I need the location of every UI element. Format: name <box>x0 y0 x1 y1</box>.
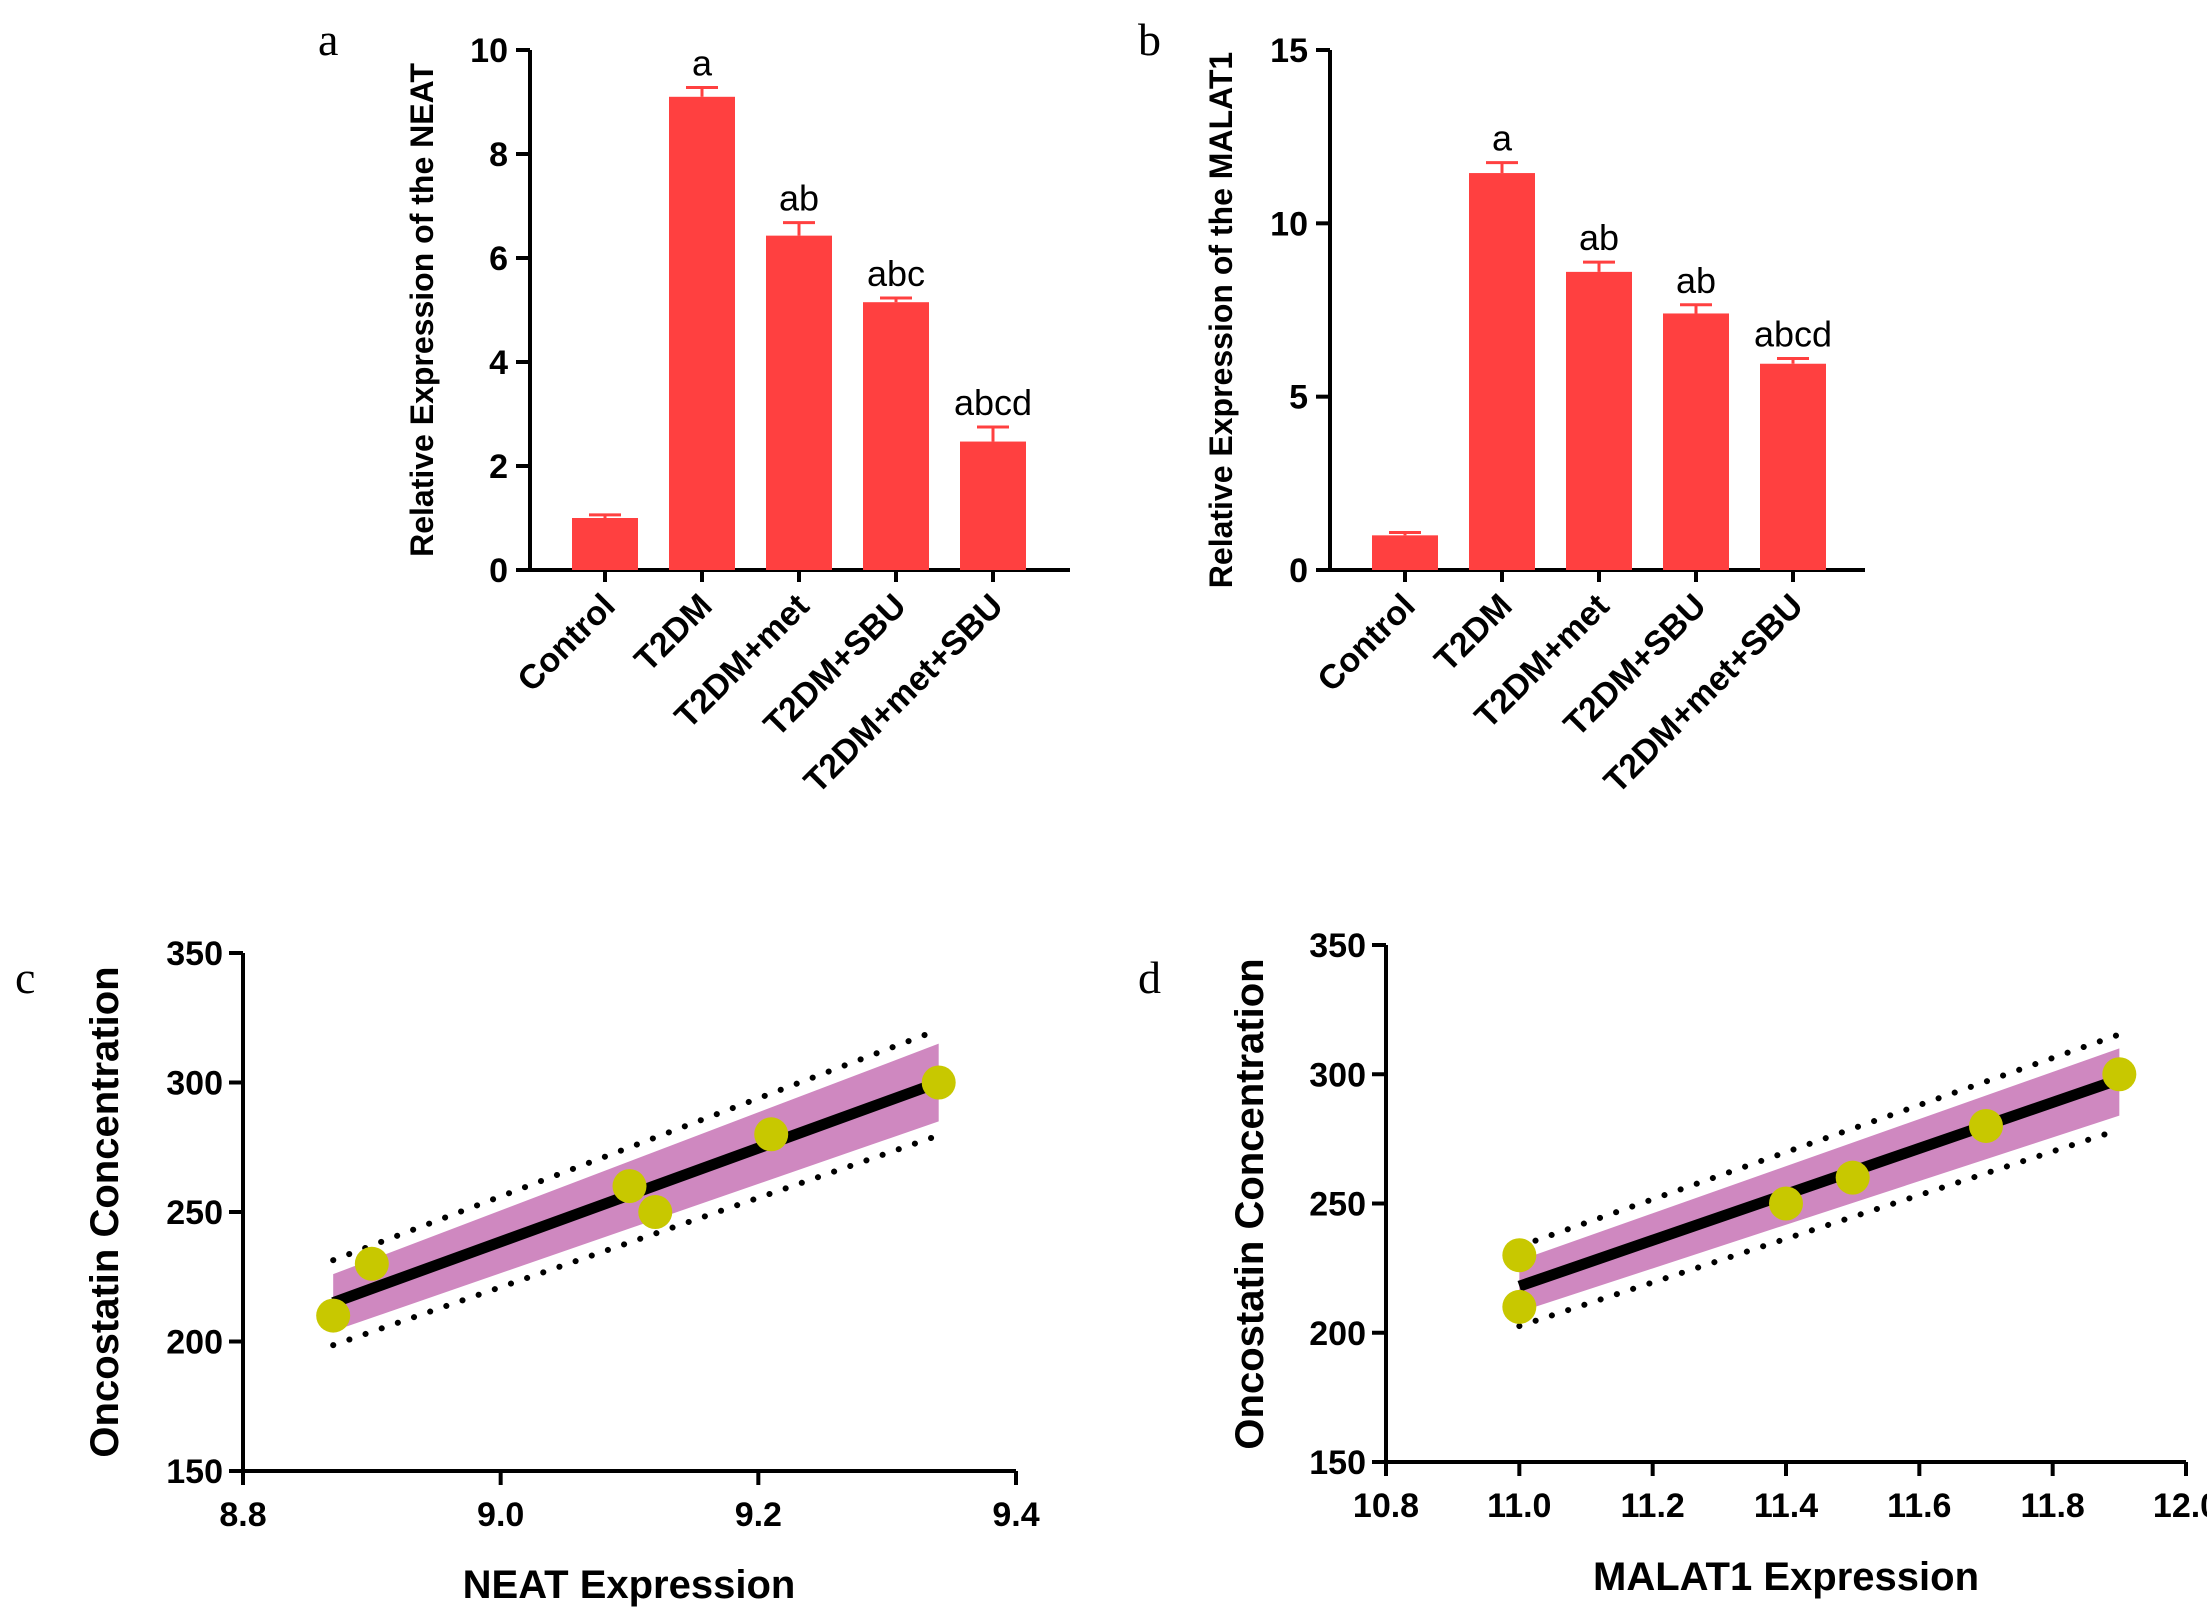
y-tick-label: 5 <box>1289 379 1308 417</box>
y-axis-title: Relative Expression of the NEAT <box>404 63 440 557</box>
data-point <box>638 1195 673 1229</box>
x-tick-label: 9.2 <box>735 1496 782 1534</box>
x-tick-label: 10.8 <box>1353 1487 1419 1525</box>
x-tick-label: 11.8 <box>2021 1487 2085 1525</box>
data-point <box>1502 1289 1537 1324</box>
regression-line <box>1517 1074 2122 1292</box>
upper-prediction-line <box>330 1026 942 1264</box>
y-tick-label: 2 <box>489 448 508 486</box>
y-tick-label: 15 <box>1270 32 1308 70</box>
data-point <box>1969 1108 2003 1143</box>
bar <box>1663 313 1729 570</box>
data-point <box>921 1065 956 1100</box>
x-tick-label: 11.4 <box>1754 1487 1818 1525</box>
x-tick-label: 11.0 <box>1487 1487 1551 1525</box>
y-tick-label: 10 <box>470 32 508 70</box>
category-label: Control <box>1310 587 1422 699</box>
y-tick-label: 6 <box>489 240 508 278</box>
significance-label: a <box>1492 118 1513 159</box>
y-axis-title: Relative Expression of the MALAT1 <box>1203 52 1239 588</box>
panel-b: b 0 5 10 15 Relative Expression of the MALAT1… <box>1138 14 1865 801</box>
lower-prediction-line <box>1516 1126 2123 1330</box>
category-label: T2DM <box>627 587 719 679</box>
panel-letter: c <box>15 952 35 1003</box>
y-tick-label: 200 <box>1309 1315 1366 1353</box>
y-tick-label: 4 <box>489 344 508 382</box>
y-tick-label: 0 <box>489 552 508 590</box>
x-tick-label: 11.6 <box>1887 1487 1951 1525</box>
bar <box>1469 173 1535 571</box>
panel-letter: d <box>1138 952 1161 1003</box>
category-label: T2DM <box>1427 587 1519 679</box>
x-tick-label: 11.2 <box>1621 1487 1685 1525</box>
bar <box>863 302 929 570</box>
y-tick-label: 150 <box>166 1453 223 1491</box>
data-point <box>612 1169 647 1204</box>
panel-letter: b <box>1138 14 1161 65</box>
bar <box>572 518 638 570</box>
x-axis-title: MALAT1 Expression <box>1593 1555 1979 1599</box>
bar <box>766 235 832 570</box>
y-axis-title: Oncostatin Concentration <box>83 966 127 1457</box>
y-tick-label: 300 <box>166 1065 223 1103</box>
y-tick-label: 300 <box>1309 1056 1366 1094</box>
data-point <box>2102 1057 2137 1092</box>
bar <box>1566 271 1632 570</box>
panel-letter: a <box>318 14 338 65</box>
y-tick-label: 200 <box>166 1324 223 1362</box>
y-tick-label: 250 <box>166 1194 223 1232</box>
x-tick-label: 8.8 <box>219 1496 266 1534</box>
x-tick-label: 12.0 <box>2153 1487 2207 1525</box>
significance-label: abc <box>867 253 925 294</box>
data-point <box>754 1117 789 1152</box>
x-tick-label: 9.0 <box>477 1496 524 1534</box>
upper-prediction-line <box>1516 1031 2123 1250</box>
x-tick-label: 9.4 <box>992 1496 1039 1534</box>
data-point <box>316 1298 351 1333</box>
y-tick-label: 350 <box>166 935 223 973</box>
significance-label: ab <box>779 178 819 219</box>
panel-d: d 150 200 250 300 350 10.8 11.0 11.2 11.4 11.6 11.8… <box>1138 927 2207 1599</box>
data-point <box>1769 1186 1803 1221</box>
y-axis-title: Oncostatin Concentration <box>1228 958 1272 1449</box>
bar <box>1760 363 1826 570</box>
y-tick-label: 250 <box>1309 1186 1366 1224</box>
category-label: Control <box>510 587 622 699</box>
bar <box>669 96 735 571</box>
significance-label: abcd <box>954 382 1032 423</box>
data-point <box>1835 1160 1870 1195</box>
panel-a: a 0 2 4 6 8 10 Relative Expression of the NEAT C… <box>318 14 1070 801</box>
significance-label: ab <box>1579 217 1619 258</box>
panel-c: c 150 200 250 300 350 8.8 9.0 9.2 9.4 NEAT Express… <box>15 935 1040 1607</box>
y-tick-label: 0 <box>1289 552 1308 590</box>
x-axis-title: NEAT Expression <box>463 1563 796 1607</box>
significance-label: a <box>692 42 713 83</box>
y-tick-label: 350 <box>1309 927 1366 965</box>
bar <box>1372 535 1438 570</box>
data-point <box>1502 1238 1537 1273</box>
y-tick-label: 8 <box>489 136 508 174</box>
y-tick-label: 10 <box>1270 205 1308 243</box>
data-point <box>354 1246 389 1281</box>
bar <box>960 441 1026 570</box>
significance-label: abcd <box>1754 314 1832 355</box>
y-tick-label: 150 <box>1309 1444 1366 1482</box>
significance-label: ab <box>1676 260 1716 301</box>
